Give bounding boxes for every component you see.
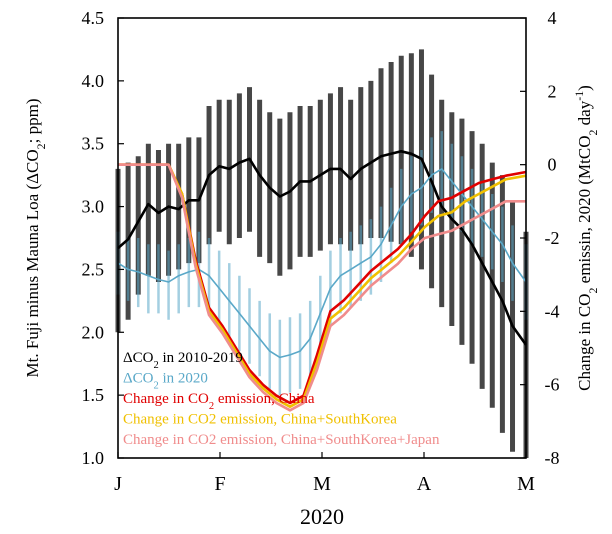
series-2-line xyxy=(118,163,527,405)
left-tick-label: 1.5 xyxy=(82,385,105,405)
left-tick-label: 4.5 xyxy=(82,8,105,28)
label-part: Change in CO2 emission, China+SouthKorea xyxy=(123,412,397,428)
series-0-line xyxy=(117,150,528,346)
legend-entry-now: ΔCO2 in 2020 xyxy=(123,371,208,392)
label-part: Δ xyxy=(123,350,133,366)
label-part: 2 xyxy=(209,401,214,412)
right-tick-label: 0 xyxy=(548,155,557,175)
x-tick-label: M xyxy=(313,473,331,495)
legend-entry-hist: ΔCO2 in 2010-2019 xyxy=(123,350,243,371)
left-y-axis-label: Mt. Fuji minus Mauna Loa (ΔCO2; ppm) xyxy=(23,99,48,378)
series-lines xyxy=(117,150,528,412)
legend-entry-china: Change in CO2 emission, China xyxy=(123,391,315,412)
label-part: CO xyxy=(133,371,154,387)
label-part: Change in CO xyxy=(123,391,209,407)
label-part: in 2010-2019 xyxy=(159,350,243,366)
label-part: emission, China xyxy=(214,391,315,407)
right-tick-label: 2 xyxy=(548,81,557,101)
right-tick-label: -8 xyxy=(545,448,560,468)
x-tick-label: M xyxy=(517,473,535,495)
label-part: day xyxy=(575,100,594,129)
series-1-line xyxy=(117,168,527,359)
label-part: Change in CO2 emission, China+SouthKorea… xyxy=(123,432,440,448)
right-tick-label: -4 xyxy=(545,301,560,321)
x-tick-label: F xyxy=(214,473,225,495)
label-part: ) xyxy=(575,85,594,91)
label-part: Change in CO xyxy=(575,294,594,391)
left-tick-label: 3.0 xyxy=(82,197,105,217)
label-part: Δ xyxy=(23,173,42,184)
label-part: 2 xyxy=(154,360,159,371)
x-axis-label: 2020 xyxy=(300,504,344,529)
label-part: CO xyxy=(23,149,42,173)
right-tick-label: -2 xyxy=(545,228,560,248)
label-part: emissin, 2020 (MtCO xyxy=(575,136,594,288)
left-tick-label: 2.5 xyxy=(82,259,105,279)
label-part: 2 xyxy=(586,288,600,294)
legend-entry-cnkrjp: Change in CO2 emission, China+SouthKorea… xyxy=(123,432,440,448)
label-part: ; ppm) xyxy=(23,99,42,144)
right-y-axis: -8 -6 -4 -2 0 2 4 xyxy=(520,8,560,468)
label-part: 2 xyxy=(586,130,600,136)
right-tick-label: -6 xyxy=(545,375,560,395)
left-tick-label: 3.5 xyxy=(82,134,105,154)
label-part: -1 xyxy=(572,91,586,101)
label-part: in 2020 xyxy=(159,371,208,387)
label-part: 2 xyxy=(34,143,48,149)
x-tick-label: J xyxy=(114,473,122,495)
label-part: 2 xyxy=(154,380,159,391)
right-tick-label: 4 xyxy=(548,8,557,28)
series-4-line xyxy=(118,163,526,412)
left-tick-label: 2.0 xyxy=(82,322,105,342)
legend-entry-cnkr: Change in CO2 emission, China+SouthKorea xyxy=(123,412,397,428)
left-tick-label: 4.0 xyxy=(82,71,105,91)
series-3-line xyxy=(118,163,527,409)
label-part: Mt. Fuji minus Mauna Loa ( xyxy=(23,184,42,378)
left-tick-label: 1.0 xyxy=(82,448,105,468)
x-tick-label: A xyxy=(417,473,432,495)
label-part: Δ xyxy=(123,371,133,387)
left-y-axis: 1.0 1.5 2.0 2.5 3.0 3.5 4.0 4.5 xyxy=(82,8,124,468)
right-y-axis-label: Change in CO2 emissin, 2020 (MtCO2 day-1… xyxy=(572,85,600,391)
label-part: CO xyxy=(133,350,154,366)
